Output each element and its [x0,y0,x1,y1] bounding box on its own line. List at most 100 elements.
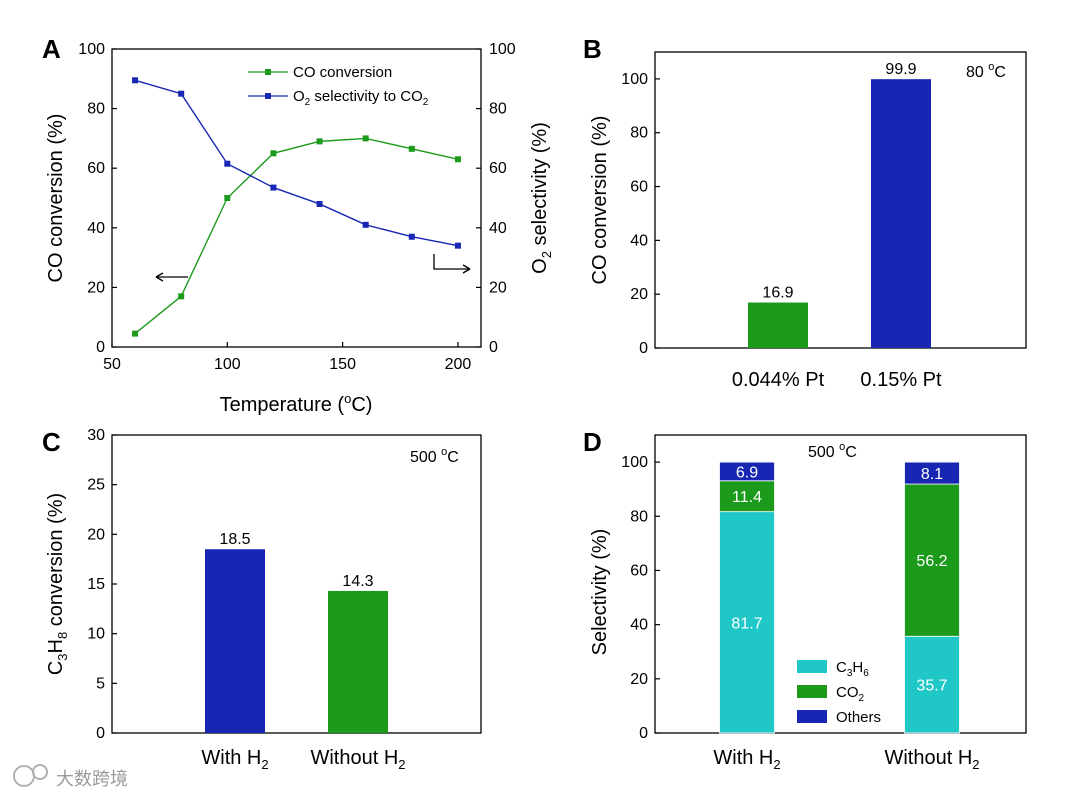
legend-others-swatch [797,710,827,723]
series-co-conversion-point [224,195,231,201]
bar-data-label: 16.9 [762,285,793,302]
segment-data-label: 6.9 [736,464,758,481]
legend-c3h6-swatch [797,660,827,673]
panel-a-frame [111,48,482,348]
segment-data-label: 56.2 [916,553,947,570]
panel-a-xtick-label: 50 [103,356,121,373]
panel-b-ytick-label: 20 [630,286,648,303]
category-label: Without H2 [884,747,979,772]
panel-a-xtick-label: 200 [445,356,472,373]
panel-d-ytick-label: 0 [639,725,648,742]
stacked-bar-segment [904,483,960,637]
watermark: 大数跨境 [13,764,128,789]
panel-a-ytick-label: 60 [87,160,105,177]
segment-data-label: 35.7 [916,678,947,695]
bar [871,79,931,348]
panel-d-ytick-label: 40 [630,617,648,634]
stacked-bar-segment [719,461,775,482]
legend-co2-label: CO2 [836,684,865,704]
segment-data-label: 11.4 [732,489,762,506]
panel-a-letter: A [42,34,61,64]
panel-c: C C3H8 conversion (%) 500 oC 0 5 10 15 20 25 3… [42,427,482,772]
series-o2-selectivity-point [178,90,185,97]
panel-b: B CO conversion (%) 80 oC 0 20 40 60 80 100 16… [583,34,1027,391]
legend-c3h6-label: C3H6 [836,659,869,679]
series-o2-selectivity-point [316,200,323,207]
panel-d-frame [654,434,1027,734]
panel-a-y2label: O2 selectivity (%) [529,122,554,274]
panel-b-ytick-label: 60 [630,179,648,196]
panel-d: D Selectivity (%) 500 oC C3H6 CO2 Others… [583,427,1027,772]
panel-c-ytick-label: 20 [87,526,105,543]
category-label: 0.15% Pt [860,369,942,391]
panel-b-ytick-label: 0 [639,340,648,357]
panel-a-ytick-label: 20 [87,279,105,296]
panel-c-ytick-label: 5 [96,675,105,692]
series-co-conversion-point [362,135,369,142]
bar [748,302,808,348]
series-co-conversion-point [178,293,185,300]
panel-c-ytick-label: 30 [87,427,105,444]
panel-a-y2tick-label: 0 [489,339,498,356]
series-co-conversion-point [270,150,277,157]
panel-c-ytick-label: 15 [87,576,105,593]
panel-a-xlabel: Temperature (oC) [220,391,373,416]
series-co-conversion-point [454,156,461,163]
panel-a-xtick-label: 150 [329,356,356,373]
panel-a-xtick-label: 100 [214,356,241,373]
panel-a-y2tick-label: 40 [489,220,507,237]
panel-a-ylabel: CO conversion (%) [45,114,67,283]
series-o2-selectivity-line [134,79,459,247]
series-o2-selectivity-point [408,233,415,240]
category-label: With H2 [201,747,268,772]
panel-d-ylabel: Selectivity (%) [589,529,611,656]
panel-b-ytick-label: 100 [621,71,648,88]
category-label: Without H2 [310,747,405,772]
panel-d-letter: D [583,427,602,457]
panel-b-ytick-label: 80 [630,125,648,142]
panel-c-ytick-label: 0 [96,725,105,742]
panel-a-ytick-label: 0 [96,339,105,356]
series-o2-selectivity-point [132,77,139,84]
panel-b-frame [654,51,1027,349]
stacked-bar-segment [719,511,775,734]
series-co-conversion-line [134,137,459,335]
bar-data-label: 99.9 [885,61,916,78]
right-axis-arrow [433,254,471,274]
series-o2-selectivity-point [270,184,277,191]
bar [205,549,265,733]
series-o2-selectivity-point [224,160,231,167]
legend-co2-swatch [797,685,827,698]
legend-co-conversion-label: CO conversion [293,64,392,81]
segment-data-label: 81.7 [731,615,762,632]
panel-b-ytick-label: 40 [630,232,648,249]
panel-b-ylabel: CO conversion (%) [589,116,611,285]
series-o2-selectivity-point [362,221,369,228]
panel-a: A Temperature (oC) CO conversion (%) O2 … [42,34,554,416]
segment-data-label: 8.1 [921,466,943,483]
stacked-bar-segment [904,461,960,485]
panel-c-letter: C [42,427,61,457]
panel-d-annotation: 500 oC [808,441,857,461]
panel-a-ytick-label: 40 [87,220,105,237]
legend-o2-selectivity-marker [265,93,271,99]
category-label: With H2 [713,747,780,772]
category-label: 0.044% Pt [732,369,825,391]
panel-d-ytick-label: 80 [630,508,648,525]
watermark-logo-icon [13,765,35,787]
panel-a-y2tick-label: 60 [489,160,507,177]
legend-co-conversion-marker [265,69,271,75]
panel-a-y2tick-label: 100 [489,41,516,58]
left-axis-arrow [155,272,188,282]
panel-a-ytick-label: 100 [78,41,105,58]
panel-a-ytick-label: 80 [87,101,105,118]
panel-c-ylabel: C3H8 conversion (%) [45,493,70,675]
watermark-logo-icon-2 [32,764,48,780]
watermark-text: 大数跨境 [56,769,128,789]
series-o2-selectivity-point [454,242,461,249]
panel-a-y2tick-label: 80 [489,101,507,118]
panel-c-annotation: 500 oC [410,446,459,466]
series-co-conversion-point [316,138,323,145]
bar-data-label: 14.3 [342,573,373,590]
